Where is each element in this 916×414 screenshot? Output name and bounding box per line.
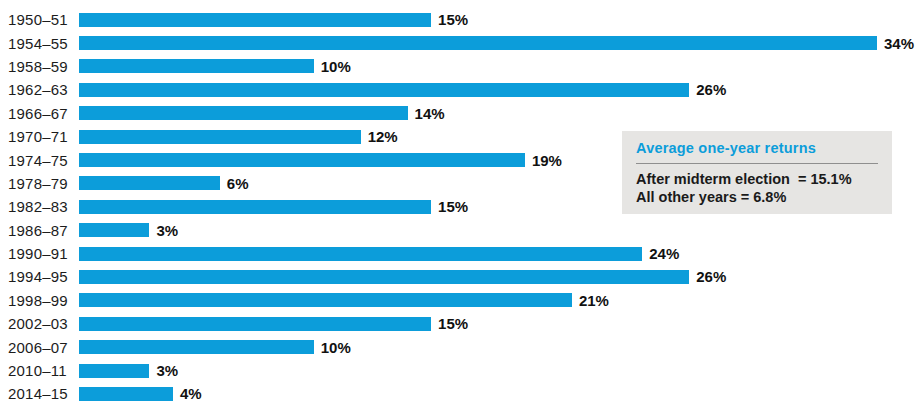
return-bar bbox=[79, 176, 220, 190]
return-bar bbox=[79, 223, 149, 237]
legend-title: Average one-year returns bbox=[636, 140, 878, 156]
return-bar bbox=[79, 83, 689, 97]
value-label: 10% bbox=[321, 339, 351, 356]
bar-area: 3% bbox=[79, 359, 916, 382]
chart-row: 1994–95 26% bbox=[0, 265, 916, 288]
chart-row: 1990–91 24% bbox=[0, 242, 916, 265]
chart-row: 2006–07 10% bbox=[0, 335, 916, 358]
year-tick-label: 2014–15 bbox=[8, 385, 71, 402]
year-tick-label: 1974–75 bbox=[8, 152, 71, 169]
year-tick-label: 1994–95 bbox=[8, 268, 71, 285]
year-tick-label: 1962–63 bbox=[8, 81, 71, 98]
bar-area: 15% bbox=[79, 312, 916, 335]
chart-canvas: 1950–51 15% 1954–55 34% 1958–59 10% 1962–63 26%… bbox=[0, 0, 916, 414]
year-tick-label: 1990–91 bbox=[8, 245, 71, 262]
return-bar bbox=[79, 13, 431, 27]
return-bar bbox=[79, 36, 877, 50]
year-tick-label: 2006–07 bbox=[8, 339, 71, 356]
bar-area: 24% bbox=[79, 242, 916, 265]
value-label: 3% bbox=[156, 362, 178, 379]
chart-row: 2002–03 15% bbox=[0, 312, 916, 335]
year-tick-label: 1998–99 bbox=[8, 292, 71, 309]
value-label: 15% bbox=[438, 315, 468, 332]
chart-row: 1962–63 26% bbox=[0, 78, 916, 101]
return-bar bbox=[79, 317, 431, 331]
value-label: 21% bbox=[579, 292, 609, 309]
return-bar bbox=[79, 270, 689, 284]
chart-row: 2010–11 3% bbox=[0, 359, 916, 382]
value-label: 19% bbox=[532, 152, 562, 169]
return-bar bbox=[79, 59, 314, 73]
year-tick-label: 1954–55 bbox=[8, 35, 71, 52]
return-bar bbox=[79, 364, 149, 378]
year-tick-label: 1986–87 bbox=[8, 222, 71, 239]
bar-area: 15% bbox=[79, 8, 916, 31]
bar-area: 21% bbox=[79, 289, 916, 312]
chart-row: 1966–67 14% bbox=[0, 102, 916, 125]
year-tick-label: 1970–71 bbox=[8, 128, 71, 145]
return-bar bbox=[79, 153, 525, 167]
bar-area: 26% bbox=[79, 78, 916, 101]
chart-row: 1958–59 10% bbox=[0, 55, 916, 78]
year-tick-label: 2010–11 bbox=[8, 362, 71, 379]
bar-area: 14% bbox=[79, 102, 916, 125]
chart-row: 1954–55 34% bbox=[0, 31, 916, 54]
chart-row: 1950–51 15% bbox=[0, 8, 916, 31]
year-tick-label: 1950–51 bbox=[8, 11, 71, 28]
return-bar bbox=[79, 293, 572, 307]
value-label: 26% bbox=[696, 81, 726, 98]
year-tick-label: 1978–79 bbox=[8, 175, 71, 192]
value-label: 14% bbox=[415, 105, 445, 122]
year-tick-label: 2002–03 bbox=[8, 315, 71, 332]
legend-box: Average one-year returns After midterm e… bbox=[622, 131, 892, 214]
value-label: 34% bbox=[884, 35, 914, 52]
return-bar bbox=[79, 200, 431, 214]
legend-line-after-midterm: After midterm election = 15.1% bbox=[636, 170, 878, 188]
return-bar bbox=[79, 387, 173, 401]
legend-divider bbox=[636, 163, 878, 164]
year-tick-label: 1966–67 bbox=[8, 105, 71, 122]
value-label: 15% bbox=[438, 198, 468, 215]
bar-area: 34% bbox=[79, 31, 916, 54]
return-bar bbox=[79, 106, 408, 120]
value-label: 3% bbox=[156, 222, 178, 239]
return-bar bbox=[79, 247, 642, 261]
value-label: 6% bbox=[227, 175, 249, 192]
year-tick-label: 1958–59 bbox=[8, 58, 71, 75]
chart-row: 2014–15 4% bbox=[0, 382, 916, 405]
chart-row: 1986–87 3% bbox=[0, 219, 916, 242]
value-label: 4% bbox=[180, 385, 202, 402]
return-bar bbox=[79, 130, 361, 144]
bar-area: 10% bbox=[79, 335, 916, 358]
value-label: 15% bbox=[438, 11, 468, 28]
bar-area: 10% bbox=[79, 55, 916, 78]
bar-area: 3% bbox=[79, 219, 916, 242]
chart-row: 1998–99 21% bbox=[0, 289, 916, 312]
return-bar bbox=[79, 340, 314, 354]
value-label: 24% bbox=[649, 245, 679, 262]
year-tick-label: 1982–83 bbox=[8, 198, 71, 215]
value-label: 10% bbox=[321, 58, 351, 75]
legend-line-all-other: All other years = 6.8% bbox=[636, 188, 878, 206]
bar-area: 26% bbox=[79, 265, 916, 288]
bar-area: 4% bbox=[79, 382, 916, 405]
value-label: 26% bbox=[696, 268, 726, 285]
value-label: 12% bbox=[368, 128, 398, 145]
